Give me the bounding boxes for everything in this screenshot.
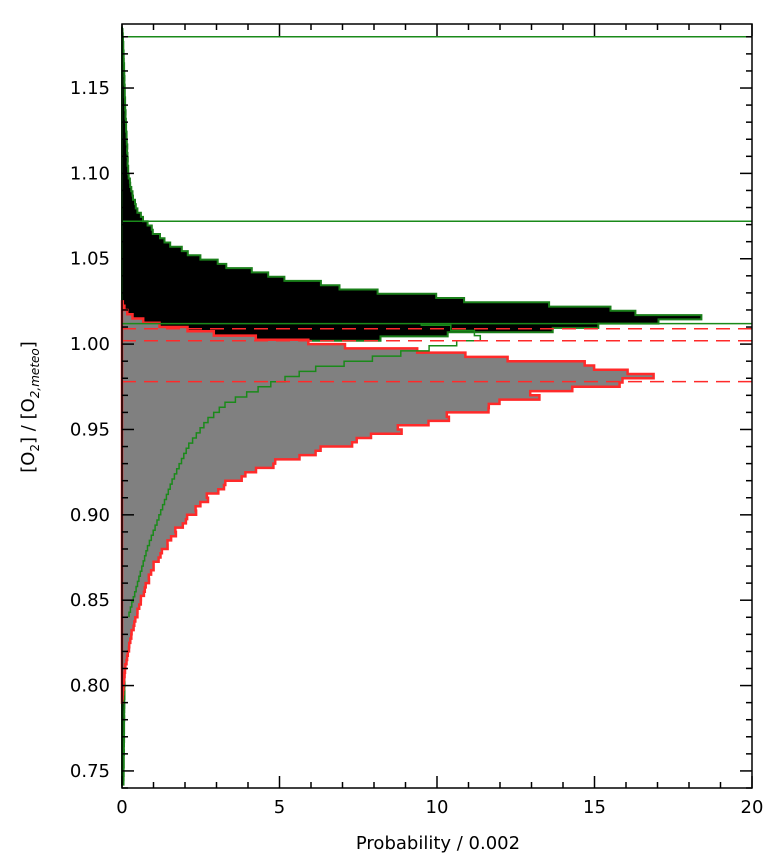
axes: 0 5 10 15 20 0.75 0.80 0.85 0.90 0.95 1.00 1.05 1.10… bbox=[70, 23, 764, 818]
y-tick-label: 1.10 bbox=[70, 163, 110, 184]
y-tick-label: 0.80 bbox=[70, 676, 110, 697]
y-axis-label-open: [O bbox=[18, 452, 39, 473]
y-axis-label-close: ] bbox=[18, 341, 39, 348]
y-axis-label-sub2: 2,meteo bbox=[28, 348, 42, 398]
y-tick-label: 1.00 bbox=[70, 334, 110, 355]
gray-histogram bbox=[120, 300, 655, 704]
y-axis-label-sub1: 2 bbox=[28, 444, 42, 452]
y-tick-label: 0.85 bbox=[70, 590, 110, 611]
y-axis-label-mid: ] / [O bbox=[18, 398, 39, 444]
x-axis-label: Probability / 0.002 bbox=[356, 833, 520, 854]
x-tick-label: 20 bbox=[741, 797, 764, 818]
plot-area bbox=[120, 26, 752, 786]
x-tick-label: 10 bbox=[426, 797, 449, 818]
green-step-line bbox=[128, 323, 482, 618]
y-tick-label: 1.05 bbox=[70, 249, 110, 270]
y-axis-label: [O2] / [O2,meteo] bbox=[18, 341, 42, 473]
x-tick-label: 5 bbox=[274, 797, 285, 818]
x-tick-label: 15 bbox=[583, 797, 606, 818]
labels: Probability / 0.002 [O2] / [O2,meteo] bbox=[18, 341, 520, 854]
y-tick-label: 1.15 bbox=[70, 78, 110, 99]
x-tick-label: 0 bbox=[116, 797, 127, 818]
y-tick-label: 0.90 bbox=[70, 505, 110, 526]
y-tick-label: 0.75 bbox=[70, 761, 110, 782]
y-tick-label: 0.95 bbox=[70, 419, 110, 440]
